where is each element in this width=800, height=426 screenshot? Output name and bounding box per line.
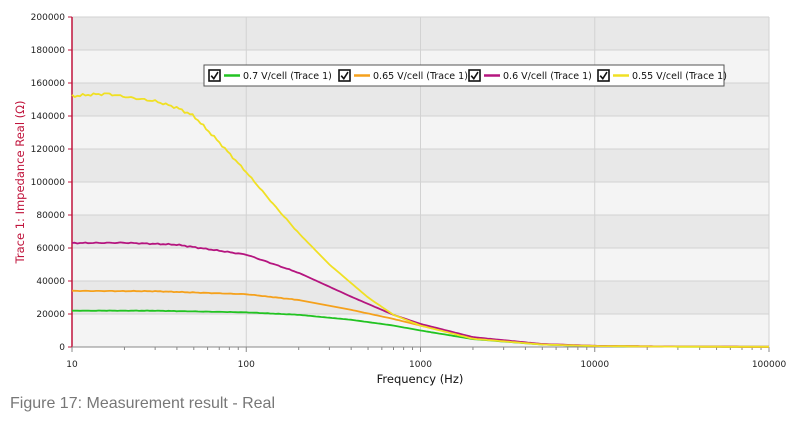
checkmark-icon (599, 71, 608, 81)
series-line (71, 92, 769, 348)
legend-label: 0.55 V/cell (Trace 1) (632, 71, 727, 82)
x-tick-label: 100 (238, 360, 255, 370)
legend-checkbox[interactable] (468, 69, 481, 82)
y-tick-label: 200000 (31, 13, 66, 23)
checkmark-icon (470, 71, 479, 81)
x-tick-label: 1000 (409, 360, 432, 370)
y-tick-label: 180000 (31, 46, 66, 56)
legend-box (203, 64, 725, 87)
legend-label: 0.7 V/cell (Trace 1) (243, 71, 332, 82)
y-tick-label: 0 (59, 343, 65, 353)
legend: 0.7 V/cell (Trace 1) 0.65 V/cell (Trace 1… (203, 64, 727, 87)
y-tick-label: 160000 (31, 79, 66, 89)
legend-label: 0.6 V/cell (Trace 1) (503, 71, 592, 82)
chart: 0 20000 40000 60000 80000 100000 120000 140000 1… (13, 13, 786, 386)
x-tick-label: 10 (66, 360, 78, 370)
legend-item[interactable]: 0.65 V/cell (Trace 1) (338, 69, 468, 82)
y-tick-label: 140000 (31, 112, 66, 122)
legend-checkbox[interactable] (338, 69, 351, 82)
x-tick-labels: 10 100 1000 10000 100000 (66, 347, 786, 370)
y-tick-label: 120000 (31, 145, 66, 155)
y-tick-label: 100000 (31, 178, 66, 188)
legend-item[interactable]: 0.6 V/cell (Trace 1) (468, 69, 592, 82)
legend-item[interactable]: 0.55 V/cell (Trace 1) (597, 69, 727, 82)
y-tick-label: 20000 (36, 310, 65, 320)
x-tick-label: 10000 (580, 360, 609, 370)
y-axis-title: Trace 1: Impedance Real (Ω) (13, 101, 27, 265)
series-lines (71, 92, 769, 348)
legend-item[interactable]: 0.7 V/cell (Trace 1) (208, 69, 332, 82)
y-tick-label: 60000 (36, 244, 65, 254)
y-tick-label: 40000 (36, 277, 65, 287)
legend-label: 0.65 V/cell (Trace 1) (373, 71, 468, 82)
x-tick-label: 100000 (752, 360, 787, 370)
y-tick-label: 80000 (36, 211, 65, 221)
checkmark-icon (210, 71, 219, 81)
y-tick-labels: 0 20000 40000 60000 80000 100000 120000 140000 1… (31, 13, 72, 353)
legend-checkbox[interactable] (597, 69, 610, 82)
figure-caption: Figure 17: Measurement result - Real (10, 395, 275, 412)
checkmark-icon (340, 71, 349, 81)
legend-checkbox[interactable] (208, 69, 221, 82)
x-axis-title: Frequency (Hz) (377, 372, 464, 386)
